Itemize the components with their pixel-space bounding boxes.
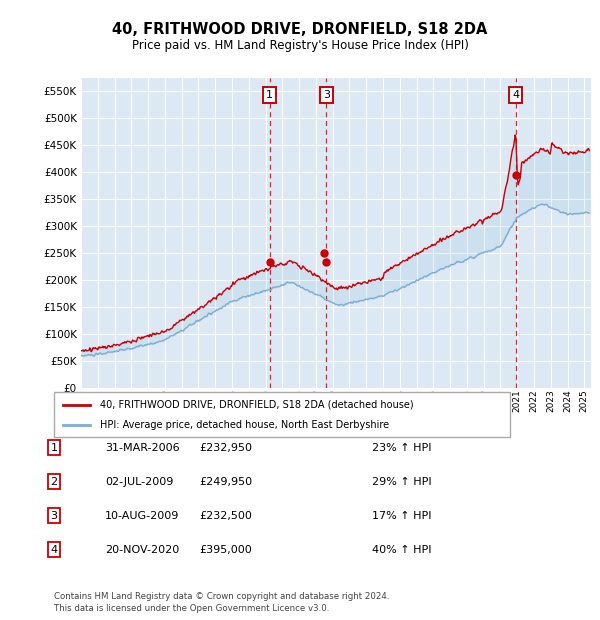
Text: 1: 1 [50,443,58,453]
Text: This data is licensed under the Open Government Licence v3.0.: This data is licensed under the Open Gov… [54,604,329,613]
Text: HPI: Average price, detached house, North East Derbyshire: HPI: Average price, detached house, Nort… [100,420,389,430]
Text: 3: 3 [50,511,58,521]
Text: £249,950: £249,950 [199,477,252,487]
Text: 20-NOV-2020: 20-NOV-2020 [105,545,179,555]
Text: 4: 4 [50,545,58,555]
Text: £232,500: £232,500 [199,511,252,521]
FancyBboxPatch shape [54,392,510,437]
Text: 4: 4 [512,90,519,100]
Text: 3: 3 [323,90,330,100]
Text: 02-JUL-2009: 02-JUL-2009 [105,477,173,487]
Text: 2: 2 [50,477,58,487]
Text: Contains HM Land Registry data © Crown copyright and database right 2024.: Contains HM Land Registry data © Crown c… [54,592,389,601]
Text: 17% ↑ HPI: 17% ↑ HPI [372,511,431,521]
Text: 29% ↑ HPI: 29% ↑ HPI [372,477,431,487]
Text: 23% ↑ HPI: 23% ↑ HPI [372,443,431,453]
Text: 31-MAR-2006: 31-MAR-2006 [105,443,179,453]
Text: 1: 1 [266,90,273,100]
Text: £395,000: £395,000 [199,545,252,555]
Text: 40, FRITHWOOD DRIVE, DRONFIELD, S18 2DA (detached house): 40, FRITHWOOD DRIVE, DRONFIELD, S18 2DA … [100,399,413,410]
Text: Price paid vs. HM Land Registry's House Price Index (HPI): Price paid vs. HM Land Registry's House … [131,39,469,52]
Text: 40, FRITHWOOD DRIVE, DRONFIELD, S18 2DA: 40, FRITHWOOD DRIVE, DRONFIELD, S18 2DA [112,22,488,37]
Text: 10-AUG-2009: 10-AUG-2009 [105,511,179,521]
Text: 40% ↑ HPI: 40% ↑ HPI [372,545,431,555]
Text: £232,950: £232,950 [199,443,252,453]
